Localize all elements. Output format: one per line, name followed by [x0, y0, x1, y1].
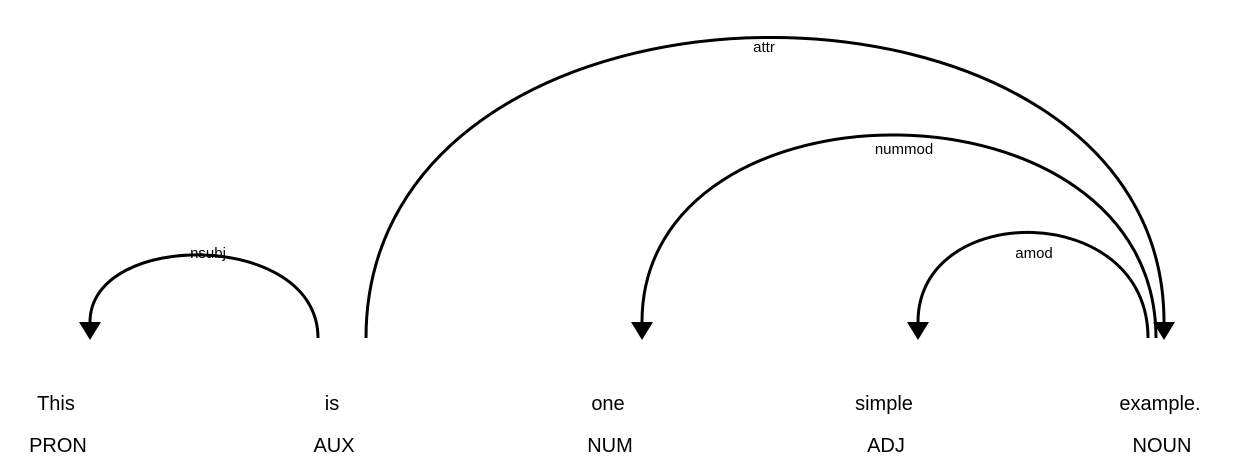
token-is: is AUX [313, 393, 354, 457]
token-tag: NOUN [1133, 435, 1192, 457]
arrowhead-attr [1153, 322, 1175, 340]
token-tag: AUX [313, 435, 354, 457]
arrowhead-nummod [631, 322, 653, 340]
arc-label-amod: amod [1015, 245, 1053, 262]
arc-nummod: nummod [631, 133, 1158, 340]
token-word: one [591, 393, 624, 415]
arc-amod: amod [907, 230, 1150, 340]
arc-label-attr: attr [753, 39, 775, 56]
token-tag: NUM [587, 435, 633, 457]
arc-label-nummod: nummod [875, 141, 933, 158]
arc-label-nsubj: nsubj [190, 245, 226, 262]
token-tag: ADJ [867, 435, 905, 457]
token-example: example. NOUN [1119, 393, 1200, 457]
token-word: is [325, 393, 339, 415]
arc-line-attr [364, 36, 1166, 339]
arc-line-nummod [640, 133, 1158, 339]
token-word: simple [855, 393, 913, 415]
token-this: This PRON [29, 393, 87, 457]
arrowhead-amod [907, 322, 929, 340]
arc-nsubj: nsubj [79, 245, 320, 340]
token-one: one NUM [587, 393, 633, 457]
arc-attr: attr [364, 36, 1175, 340]
token-word: This [37, 393, 75, 415]
arc-line-amod [916, 230, 1150, 339]
token-word: example. [1119, 393, 1200, 415]
arrowhead-nsubj [79, 322, 101, 340]
token-tag: PRON [29, 435, 87, 457]
arc-line-nsubj [88, 253, 320, 339]
token-simple: simple ADJ [855, 393, 913, 457]
